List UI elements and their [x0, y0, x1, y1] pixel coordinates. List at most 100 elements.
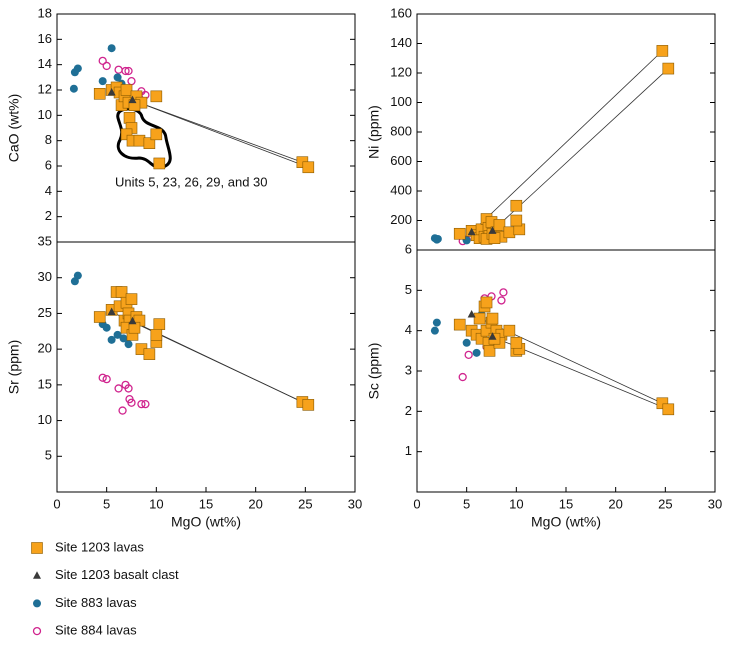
square-marker [510, 199, 523, 212]
triangle-marker [488, 226, 497, 234]
y-axis-label: CaO (wt%) [6, 94, 22, 162]
circle-marker [113, 73, 122, 82]
open-circle-marker [137, 399, 146, 409]
circle-marker [113, 330, 122, 339]
open-circle-marker [141, 399, 150, 409]
square-marker [656, 397, 669, 410]
open-circle-marker [127, 398, 136, 407]
circle-marker [73, 271, 82, 280]
open-circle-marker [124, 384, 133, 393]
open-circle-marker [127, 76, 136, 86]
square-marker [662, 62, 675, 75]
square-marker [302, 161, 315, 174]
square-marker [143, 137, 156, 149]
square-marker [125, 293, 138, 305]
square-marker [153, 157, 166, 170]
plot-frame [56, 241, 356, 493]
circle-marker [472, 348, 481, 357]
y-tick-label: 35 [38, 233, 52, 248]
circle-marker [98, 77, 107, 86]
open-circle-marker [102, 374, 111, 384]
y-tick-label: 600 [390, 153, 412, 168]
x-tick-label: 25 [298, 496, 312, 511]
x-tick-label: 5 [103, 496, 110, 511]
y-tick-label: 4 [405, 322, 412, 337]
annotation: Units 5, 23, 26, 29, and 30 [115, 174, 268, 189]
y-axis-label: Sc (ppm) [366, 343, 382, 400]
legend-marker [32, 626, 42, 636]
open-circle-marker [98, 373, 107, 382]
square-marker [480, 296, 493, 309]
triangle-marker [128, 95, 137, 104]
square-marker [503, 324, 516, 337]
square-marker [510, 214, 523, 227]
y-tick-label: 12 [38, 81, 52, 96]
y-tick-label: 10 [38, 412, 52, 427]
x-tick-label: 10 [149, 496, 163, 511]
triangle-marker [107, 307, 116, 315]
legend-label: Site 1203 lavas [55, 539, 144, 554]
triangle-marker [467, 227, 476, 236]
y-tick-label: 120 [390, 64, 412, 79]
square-marker [510, 336, 523, 349]
triangle-marker [107, 88, 116, 96]
square-marker [486, 312, 499, 325]
y-tick-label: 100 [390, 94, 412, 109]
x-tick-label: 30 [348, 496, 362, 511]
x-tick-label: 20 [248, 496, 262, 511]
square-marker [133, 134, 146, 147]
y-tick-label: 3 [405, 362, 412, 377]
open-circle-marker [499, 288, 508, 297]
y-tick-label: 8 [45, 132, 52, 147]
triangle-marker [488, 332, 497, 340]
circle-marker [432, 318, 441, 327]
y-tick-label: 6 [405, 241, 412, 256]
open-circle-marker [102, 61, 111, 71]
x-tick-label: 25 [658, 496, 672, 511]
tie-line [132, 99, 309, 168]
circle-marker [119, 334, 128, 343]
x-tick-label: 0 [53, 496, 60, 511]
x-tick-label: 15 [559, 496, 573, 511]
square-marker [153, 318, 166, 330]
square-marker [115, 286, 128, 298]
y-tick-label: 15 [38, 376, 52, 391]
y-tick-label: 2 [405, 403, 412, 418]
circle-marker [69, 84, 78, 93]
y-tick-label: 1 [405, 443, 412, 458]
y-tick-label: 800 [390, 123, 412, 138]
open-circle-marker [114, 384, 123, 393]
triangle-marker [467, 310, 476, 318]
square-marker [120, 84, 133, 96]
square-marker [302, 399, 315, 411]
y-tick-label: 30 [38, 269, 52, 284]
x-tick-label: 30 [708, 496, 722, 511]
open-circle-marker [124, 66, 133, 76]
square-marker [483, 345, 496, 357]
triangle-marker [128, 316, 137, 325]
open-circle-marker [464, 350, 473, 360]
y-tick-label: 20 [38, 341, 52, 356]
y-axis-label: Sr (ppm) [6, 340, 22, 394]
circle-marker [124, 340, 133, 349]
y-tick-label: 16 [38, 31, 52, 46]
x-tick-label: 5 [463, 496, 470, 511]
y-tick-label: 5 [45, 448, 52, 463]
y-tick-label: 25 [38, 305, 52, 320]
open-circle-marker [98, 56, 107, 66]
x-axis-label: MgO (wt%) [531, 514, 601, 530]
legend-marker [33, 599, 41, 608]
square-marker [143, 348, 156, 360]
circle-marker [430, 326, 439, 335]
y-tick-label: 10 [38, 107, 52, 122]
circle-marker [433, 234, 442, 243]
circle-marker [102, 323, 111, 332]
y-tick-label: 2 [45, 208, 52, 223]
circle-marker [107, 335, 116, 344]
legend-label: Site 883 lavas [55, 595, 137, 610]
square-marker [493, 219, 506, 231]
y-tick-label: 4 [45, 183, 52, 198]
square-marker [453, 227, 466, 240]
tie-line [471, 50, 663, 233]
square-marker [120, 128, 133, 141]
